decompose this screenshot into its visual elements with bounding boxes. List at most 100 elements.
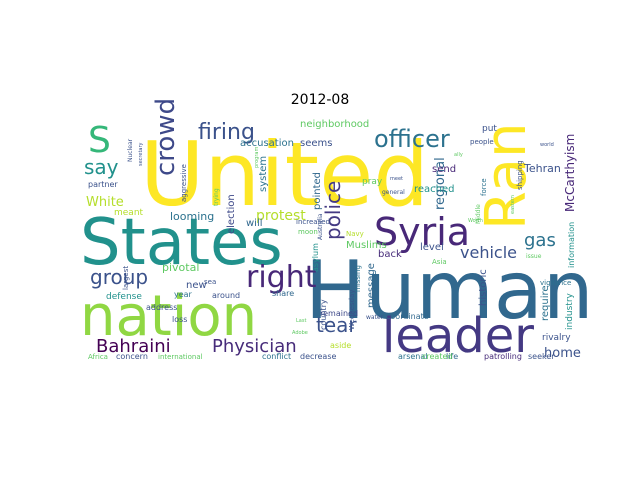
word-life: life: [446, 352, 458, 361]
word-issue: issue: [526, 253, 542, 260]
word-police: police: [321, 181, 345, 240]
word-white: White: [86, 195, 124, 210]
word-will: will: [246, 218, 263, 229]
word-nuclear: Nuclear: [127, 138, 134, 162]
word-reached: reached: [414, 184, 455, 195]
word-level: level: [420, 242, 444, 253]
word-last: Last: [296, 318, 306, 324]
word-require: require: [540, 285, 551, 321]
word-states: States: [80, 206, 283, 280]
word-country: country: [319, 299, 328, 330]
word-general: general: [382, 189, 405, 196]
word-world: world: [540, 142, 554, 148]
word-right: right: [246, 260, 317, 295]
word-neighborhood: neighborhood: [300, 119, 369, 130]
word-share: share: [272, 289, 294, 298]
word-wednesday: Wednesday: [348, 289, 356, 330]
word-vehicle: vehicle: [460, 243, 517, 262]
word-looming: looming: [170, 210, 214, 223]
word-largest: largest: [122, 266, 130, 290]
word-water: water: [366, 314, 384, 321]
word-shipping: shipping: [516, 160, 524, 190]
word-asia: Asia: [432, 258, 447, 266]
word-meet: meet: [390, 176, 403, 182]
word-information: information: [567, 222, 576, 268]
word-ally: ally: [454, 152, 463, 158]
word-sea: sea: [204, 278, 216, 286]
word-election: election: [226, 194, 237, 234]
word-united: United: [140, 123, 429, 226]
word-coordinate: coordinate: [386, 312, 429, 321]
word-people: people: [470, 138, 494, 146]
word-accusation: accusation: [240, 138, 294, 149]
word-back: back: [378, 249, 402, 260]
word-conflict: conflict: [262, 352, 291, 361]
word-defense: defense: [106, 292, 142, 302]
word-s: S: [88, 120, 111, 161]
word-pray: pray: [362, 177, 383, 187]
word-pivotal: pivotal: [162, 261, 199, 274]
word-australia: Australia: [317, 213, 324, 240]
word-message: message: [366, 263, 377, 308]
word-leader: leader: [382, 308, 534, 364]
word-physician: Physician: [212, 336, 297, 357]
word-send: send: [432, 164, 456, 175]
word-new: new: [186, 280, 207, 291]
word-mccarthyism: McCarthyism: [563, 134, 577, 212]
word-trying: trying: [213, 188, 220, 206]
word-decrease: decrease: [300, 352, 337, 361]
word-historic: historic: [478, 269, 489, 306]
word-patrolling: patrolling: [484, 352, 522, 361]
word-adobe: Adobe: [292, 330, 308, 336]
word-aggressive: aggressive: [180, 164, 188, 202]
word-partner: partner: [88, 180, 118, 189]
word-rivalry: rivalry: [542, 333, 571, 343]
word-crowd: crowd: [151, 98, 181, 176]
word-system: system: [258, 156, 269, 192]
word-around: around: [212, 291, 240, 300]
word-international: international: [158, 353, 203, 361]
word-say: say: [84, 155, 119, 179]
word-asylum: asylum: [311, 243, 320, 272]
word-navy: Navy: [346, 230, 364, 238]
word-group: group: [90, 265, 148, 289]
word-officer: officer: [374, 125, 450, 153]
word-moon: moon: [298, 228, 318, 236]
word-aside: aside: [330, 341, 351, 350]
word-program: program: [254, 147, 260, 168]
word-bahraini: Bahraini: [96, 336, 171, 357]
word-seeker: seeker: [528, 352, 555, 361]
word-remained: remained: [320, 309, 358, 318]
word-human: Human: [305, 244, 594, 337]
word-vigilance: vigilance: [540, 279, 571, 287]
word-created: created: [422, 352, 452, 361]
word-loss: loss: [172, 315, 187, 324]
word-eastern: eastern: [510, 195, 516, 214]
word-missing: missing: [354, 265, 362, 292]
word-ran: Ran: [474, 123, 539, 231]
word-year: year: [174, 290, 193, 299]
word-middle: Middle: [475, 204, 482, 224]
word-regional: regional: [433, 157, 448, 210]
word-protest: protest: [256, 208, 306, 224]
word-firing: firing: [198, 120, 255, 145]
word-force: force: [480, 178, 488, 196]
word-pointed: pointed: [312, 172, 323, 210]
word-nation: nation: [80, 284, 257, 349]
word-meant: meant: [114, 208, 144, 218]
word-concern: concern: [116, 352, 148, 361]
word-seems: seems: [300, 138, 332, 149]
word-syria: Syria: [374, 210, 470, 254]
word-increased: increased: [296, 218, 330, 226]
word-arsenal: arsenal: [398, 352, 427, 361]
word-tehran: Tehran: [523, 162, 561, 175]
word-home: home: [544, 346, 581, 361]
word-africa: Africa: [88, 353, 108, 361]
chart-title: 2012-08: [290, 92, 350, 108]
word-address: address: [146, 303, 177, 312]
word-worth: Worth: [468, 218, 483, 224]
word-muslims: Muslims: [346, 240, 387, 251]
word-gas: gas: [524, 230, 556, 251]
word-industry: industry: [565, 292, 575, 330]
